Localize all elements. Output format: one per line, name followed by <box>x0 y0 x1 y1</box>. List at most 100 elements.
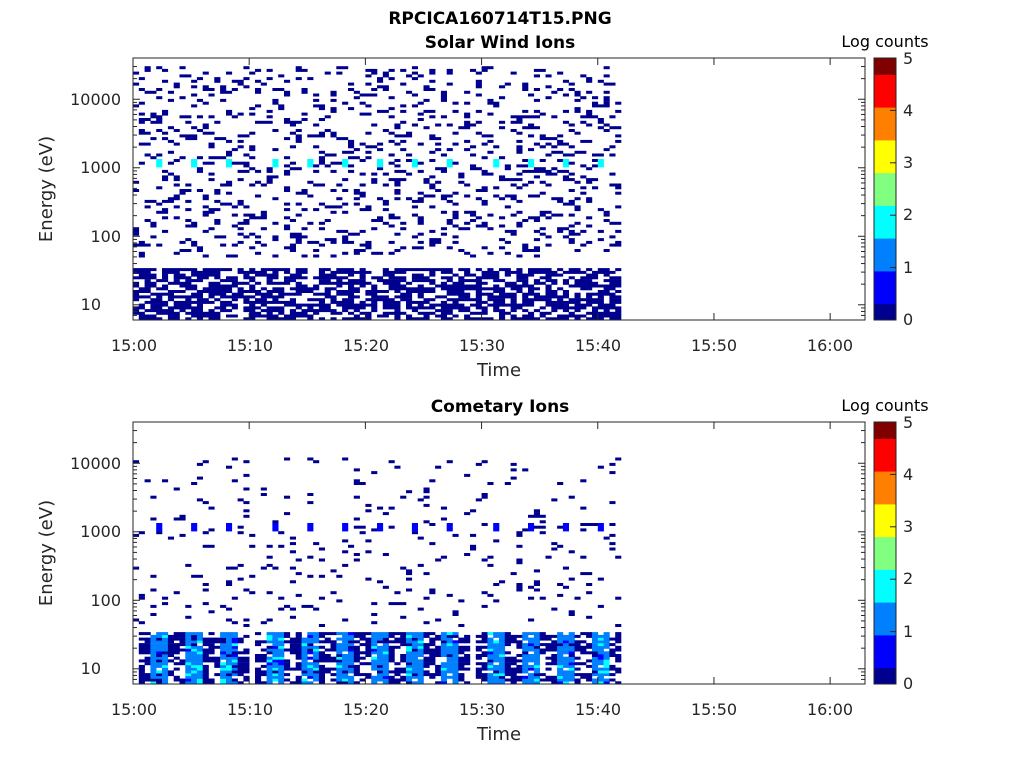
heatmap-cell <box>516 186 523 190</box>
heatmap-cell <box>574 208 581 212</box>
heatmap-cell <box>191 137 198 141</box>
heatmap-cell <box>371 656 378 660</box>
heatmap-cell <box>615 134 622 138</box>
heatmap-cell <box>406 664 413 668</box>
heatmap-cell <box>603 651 610 655</box>
heatmap-cell <box>278 640 285 644</box>
heatmap-cell <box>574 232 581 236</box>
heatmap-cell <box>487 172 494 176</box>
heatmap-cell <box>353 479 360 483</box>
heatmap-cell <box>284 189 291 192</box>
heatmap-cell <box>603 292 610 296</box>
heatmap-cell <box>493 309 500 313</box>
heatmap-cell <box>301 651 308 655</box>
colorbar-segment <box>874 430 896 435</box>
heatmap-cell <box>580 632 587 636</box>
colorbar-segment <box>874 229 896 235</box>
heatmap-cell <box>144 300 151 304</box>
heatmap-cell <box>510 295 517 299</box>
heatmap-cell <box>301 678 308 682</box>
heatmap-cell <box>603 270 610 274</box>
heatmap-cell <box>359 183 366 187</box>
heatmap-cell <box>510 178 517 182</box>
heatmap-cell <box>284 202 291 206</box>
heatmap-cell <box>196 656 203 660</box>
heatmap-cell <box>574 180 581 184</box>
heatmap-cell <box>481 309 488 313</box>
heatmap-cell <box>342 523 349 526</box>
heatmap-cell <box>365 539 372 543</box>
heatmap-cell <box>272 662 279 666</box>
colorbar-segment <box>874 651 896 656</box>
heatmap-cell <box>330 90 337 94</box>
heatmap-cell <box>411 656 418 660</box>
heatmap-cell <box>237 145 244 149</box>
heatmap-cell <box>539 314 546 318</box>
heatmap-cell <box>406 648 413 652</box>
heatmap-cell <box>260 648 267 652</box>
heatmap-cell <box>133 268 140 272</box>
heatmap-cell <box>185 120 192 124</box>
heatmap-cell <box>243 164 250 168</box>
heatmap-cell <box>272 632 279 636</box>
heatmap-cell <box>551 137 558 141</box>
heatmap-cell <box>592 273 599 277</box>
heatmap-cell <box>568 648 575 652</box>
heatmap-cell <box>342 654 349 657</box>
heatmap-cell <box>464 634 471 638</box>
heatmap-cell <box>208 210 215 214</box>
heatmap-cell <box>481 300 488 304</box>
heatmap-cell <box>202 643 209 647</box>
heatmap-cell <box>568 610 575 614</box>
heatmap-cell <box>493 539 500 543</box>
heatmap-cell <box>162 131 169 135</box>
heatmap-cell <box>330 648 337 652</box>
heatmap-cell <box>307 287 314 291</box>
cometary-panel: Cometary Ions 10 100 1000 10000 15:00 15… <box>36 396 929 745</box>
heatmap-cell <box>406 153 413 157</box>
heatmap-cell <box>196 189 203 192</box>
heatmap-cell <box>458 645 465 649</box>
heatmap-cell <box>260 243 267 247</box>
heatmap-cell <box>592 634 599 638</box>
heatmap-cell <box>260 216 267 220</box>
heatmap-cell <box>156 309 163 313</box>
heatmap-cell <box>528 678 535 682</box>
heatmap-cell <box>208 528 215 532</box>
heatmap-cell <box>388 659 395 663</box>
colorbar-segment <box>874 238 896 243</box>
heatmap-cell <box>266 632 273 636</box>
heatmap-cell <box>545 270 552 274</box>
heatmap-cell <box>464 194 471 198</box>
heatmap-cell <box>504 205 511 209</box>
heatmap-cell <box>533 678 540 682</box>
heatmap-cell <box>551 498 558 502</box>
heatmap-cell <box>499 126 506 130</box>
heatmap-cell <box>574 681 581 685</box>
heatmap-cell <box>226 309 233 313</box>
heatmap-cell <box>324 71 331 75</box>
colorbar-segment <box>874 536 896 542</box>
heatmap-cell <box>388 276 395 280</box>
heatmap-cell <box>243 651 250 655</box>
heatmap-cell <box>562 79 569 83</box>
heatmap-cell <box>609 667 616 671</box>
heatmap-cell <box>470 311 477 315</box>
heatmap-cell <box>144 199 151 203</box>
heatmap-cell <box>377 678 384 682</box>
heatmap-cell <box>499 303 506 307</box>
heatmap-cell <box>295 675 302 679</box>
heatmap-cell <box>417 197 424 201</box>
heatmap-cell <box>586 139 593 143</box>
heatmap-cell <box>481 678 488 682</box>
heatmap-cell <box>313 169 320 173</box>
heatmap-cell <box>446 194 453 198</box>
heatmap-cell <box>603 659 610 663</box>
heatmap-cell <box>324 656 331 660</box>
heatmap-cell <box>284 648 291 652</box>
heatmap-cell <box>504 292 511 296</box>
heatmap-cell <box>562 295 569 299</box>
heatmap-cell <box>493 667 500 671</box>
heatmap-cell <box>382 651 389 655</box>
colorbar-tick-label: 0 <box>903 674 913 693</box>
